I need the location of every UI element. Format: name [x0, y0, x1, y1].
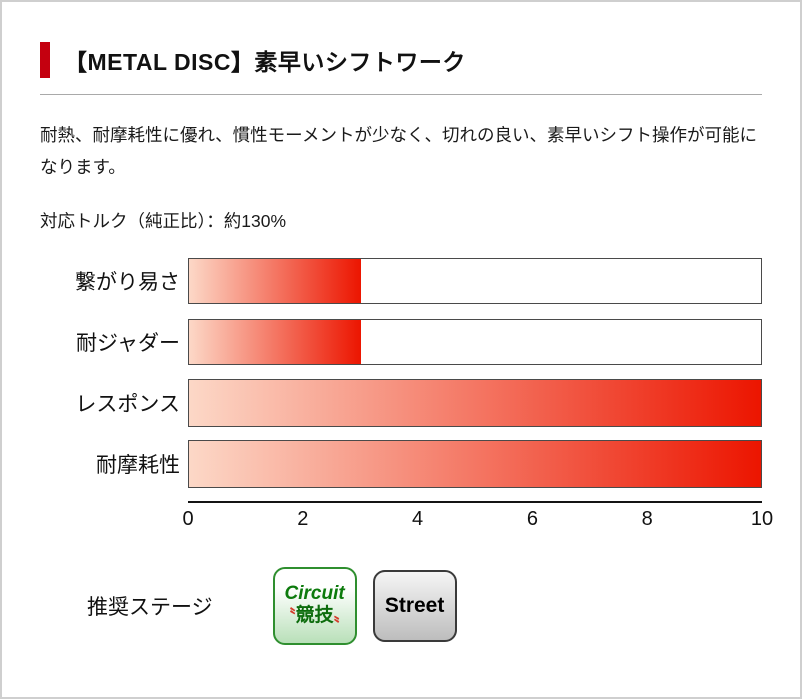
page-content: 【METAL DISC】素早いシフトワーク 耐熱、耐摩耗性に優れ、慣性モーメント…	[2, 2, 800, 645]
quote-close-icon: 〟	[333, 607, 350, 625]
bar-track	[188, 378, 762, 427]
bar-track	[188, 439, 762, 488]
bar-track	[188, 257, 762, 304]
bar-category-label: 耐ジャダー	[76, 331, 180, 355]
bar-row: 耐ジャダー	[40, 318, 762, 366]
bar-category-label: レスポンス	[75, 392, 180, 416]
stage-badges: Circuit 〝競技〟 Street	[272, 566, 457, 645]
bar-row: 繋がり易さ	[40, 257, 762, 305]
quote-open-icon: 〝	[279, 607, 296, 625]
circuit-badge-title: Circuit	[284, 582, 345, 604]
description-text: 耐熱、耐摩耗性に優れ、慣性モーメントが少なく、切れの良い、素早いシフト操作が可能…	[40, 125, 757, 178]
bar-category-label: 耐摩耗性	[96, 453, 180, 477]
circuit-badge-subtitle-text: 競技	[295, 604, 334, 626]
bar-fill	[189, 258, 361, 303]
x-axis-tick-label: 8	[641, 507, 653, 530]
x-axis-tick-label: 4	[412, 507, 424, 530]
street-badge: Street	[372, 569, 457, 642]
bar-fill	[189, 319, 361, 364]
x-axis-tick-label: 0	[182, 507, 194, 530]
torque-ratio-text: 対応トルク（純正比）：約130%	[40, 210, 287, 231]
bar-category-label: 繋がり易さ	[75, 270, 180, 294]
circuit-badge: Circuit 〝競技〟	[272, 566, 357, 645]
bar-track	[188, 318, 762, 365]
bar-row: 耐摩耗性	[40, 439, 762, 488]
bar-chart: 繋がり易さ耐ジャダーレスポンス耐摩耗性	[40, 257, 762, 488]
x-axis-tick-label: 2	[297, 507, 309, 530]
circuit-badge-subtitle: 〝競技〟	[280, 605, 350, 628]
recommended-stage-row: 推奨ステージ Circuit 〝競技〟 Street	[40, 566, 762, 645]
accent-bar	[40, 42, 50, 78]
bar-fill	[189, 379, 761, 426]
street-badge-label: Street	[384, 593, 445, 617]
bar-row: レスポンス	[40, 378, 762, 427]
page-title: 【METAL DISC】素早いシフトワーク	[64, 49, 466, 75]
x-axis-tick-label: 6	[526, 507, 538, 530]
section-header: 【METAL DISC】素早いシフトワーク	[40, 42, 762, 95]
bar-fill	[189, 440, 761, 487]
recommended-stage-label: 推奨ステージ	[87, 595, 213, 619]
x-axis: 0 2 4 6 8 10	[182, 500, 773, 539]
x-axis-tick-label: 10	[750, 507, 774, 530]
